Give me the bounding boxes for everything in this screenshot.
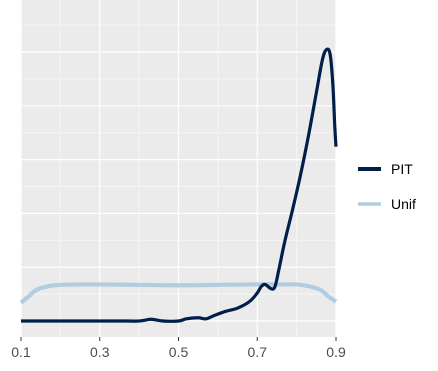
legend-item-unif: Unif: [355, 191, 416, 217]
x-axis: 0.1 0.3 0.5 0.7 0.9: [11, 337, 346, 360]
legend-item-pit: PIT: [355, 156, 413, 182]
legend-label-pit: PIT: [391, 161, 413, 177]
x-tick-label: 0.5: [169, 344, 189, 360]
series-line-pit: [21, 47, 338, 323]
x-tick-label: 0.3: [90, 344, 110, 360]
x-tick-label: 0.7: [248, 344, 268, 360]
legend: PIT Unif: [355, 156, 416, 217]
series-layer: [19, 47, 338, 323]
legend-label-unif: Unif: [391, 196, 416, 212]
x-tick-label: 0.1: [11, 344, 31, 360]
series-line-unif: [19, 282, 338, 305]
x-tick-label: 0.9: [326, 344, 346, 360]
